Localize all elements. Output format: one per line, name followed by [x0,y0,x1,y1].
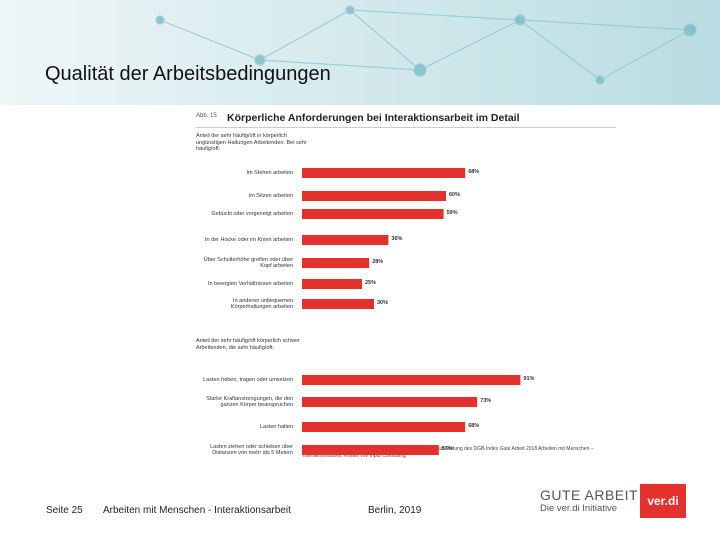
category-label: Gebückt oder vorgeneigt arbeiten [211,210,293,217]
value-label: 91% [523,376,535,382]
banner [0,0,720,105]
bar [302,168,466,178]
value-label: 60% [449,192,461,198]
bar [302,279,362,289]
category-label: Über Schulterhöhe greifen oder über Kopf… [203,256,293,270]
bar [302,235,389,245]
bar [302,422,466,432]
bar [302,397,478,407]
bar [302,258,370,268]
logo-badge: ver.di [640,484,686,518]
footer-place: Berlin, 2019 [368,505,422,516]
category-label: In anderen unbequemen Körperhaltungen ar… [230,297,293,311]
footer-topic: Arbeiten mit Menschen - Interaktionsarbe… [103,505,291,516]
figure-source: © ver.di Bereich Innovation und Gute Arb… [303,446,594,459]
category-label: Lasten heben, tragen oder umsetzen [203,376,293,383]
bar [302,209,444,219]
group-subtitle: Anteil der sehr häufig/oft in körperlich… [196,133,307,152]
bar [302,375,521,385]
value-label: 25% [365,280,377,286]
value-label: 30% [377,300,389,306]
category-label: In beengten Verhältnissen arbeiten [207,280,293,287]
logo-main: GUTE ARBEIT [540,487,639,503]
category-label: Im Sitzen arbeiten [248,192,293,199]
category-label: Lasten ziehen oder schieben über Distanz… [210,443,293,457]
figure-label: Abb. 15 [196,113,217,119]
category-label: Im Stehen arbeiten [246,169,293,176]
rule [196,127,616,128]
bar [302,445,439,455]
value-label: 68% [468,423,480,429]
bar [302,191,446,201]
bar [302,299,374,309]
category-label: Starke Kraftanstrengungen, die den ganze… [206,395,293,409]
value-label: 68% [468,169,480,175]
value-label: 28% [372,259,384,265]
group-subtitle: Anteil der sehr häufig/oft körperlich sc… [196,338,300,351]
slide-title: Qualität der Arbeitsbedingungen [45,63,331,85]
value-label: 36% [391,236,403,242]
page-number: Seite 25 [46,505,83,516]
category-label: Lasten halten [259,423,293,430]
value-label: 73% [480,398,492,404]
category-label: In der Hocke oder im Knien arbeiten [204,236,293,243]
logo-sub: Die ver.di Initiative [540,503,618,514]
value-label: 57% [441,446,453,452]
figure-title: Körperliche Anforderungen bei Interaktio… [227,112,520,124]
value-label: 59% [446,210,458,216]
